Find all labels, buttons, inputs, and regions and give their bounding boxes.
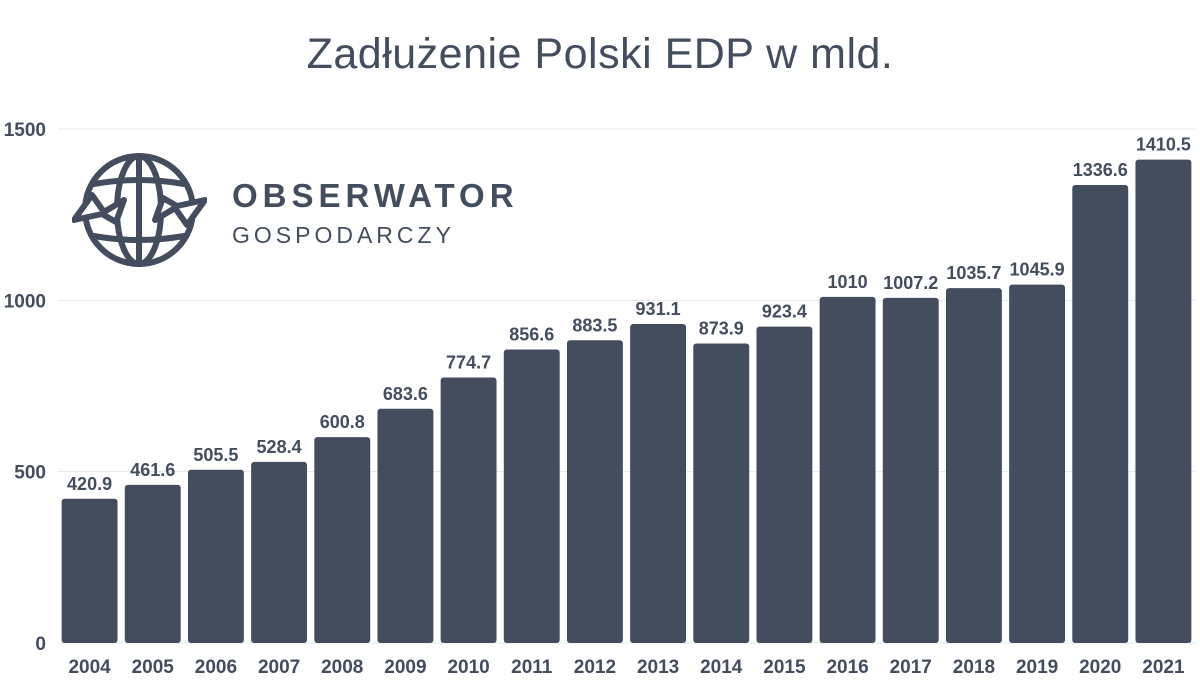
y-tick-label: 500 (14, 463, 46, 484)
bars (61, 159, 1192, 643)
x-tick-label: 2008 (321, 657, 363, 678)
x-tick-label: 2012 (574, 657, 616, 678)
bar-value-label: 856.6 (509, 324, 554, 344)
bar (566, 340, 623, 643)
logo-subtitle: GOSPODARCZY (232, 222, 455, 248)
x-axis-ticks: 2004 2005 2006 2007 2008 2009 2010 2011 2012 2013… (68, 657, 1185, 678)
bar-value-label: 931.1 (636, 299, 681, 319)
bar-value-label: 1035.7 (946, 263, 1001, 283)
bar-value-labels: 420.9 461.6 505.5 528.4 600.8 683.6 774.7 856.6… (67, 135, 1191, 494)
bar (1135, 159, 1192, 643)
x-tick-label: 2013 (637, 657, 679, 678)
bar (61, 498, 118, 643)
bar (945, 288, 1002, 643)
bar (440, 377, 497, 643)
bar-value-label: 1410.5 (1136, 135, 1191, 155)
bar-value-label: 774.7 (446, 353, 491, 373)
bar (377, 408, 434, 643)
bar-value-label: 420.9 (67, 474, 112, 494)
bar-value-label: 528.4 (257, 437, 302, 457)
bar-value-label: 683.6 (383, 384, 428, 404)
obserwator-logo: OBSERWATOR GOSPODARCZY (72, 150, 532, 275)
bar-value-label: 1336.6 (1073, 160, 1128, 180)
y-tick-label: 0 (35, 634, 46, 655)
x-tick-label: 2018 (953, 657, 995, 678)
x-tick-label: 2010 (447, 657, 489, 678)
bar-value-label: 600.8 (320, 412, 365, 432)
x-tick-label: 2006 (195, 657, 237, 678)
bar-value-label: 461.6 (130, 460, 175, 480)
x-tick-label: 2004 (68, 657, 111, 678)
bar (693, 343, 750, 643)
x-tick-label: 2021 (1142, 657, 1185, 678)
chart-title: Zadłużenie Polski EDP w mld. (306, 30, 894, 78)
gridlines (58, 128, 1195, 644)
x-tick-label: 2017 (890, 657, 932, 678)
x-tick-label: 2014 (700, 657, 743, 678)
bar-value-label: 883.5 (572, 315, 617, 335)
bar-value-label: 1045.9 (1010, 260, 1065, 280)
x-tick-label: 2007 (258, 657, 300, 678)
bar (187, 469, 244, 643)
bar (882, 297, 939, 643)
bar (314, 437, 371, 643)
bar (756, 326, 813, 643)
x-tick-label: 2011 (511, 657, 553, 678)
logo-name: OBSERWATOR (232, 177, 519, 214)
bar-value-label: 923.4 (762, 302, 807, 322)
bar (630, 323, 687, 643)
globe-with-arrows-icon (72, 153, 207, 267)
bar-value-label: 505.5 (193, 445, 238, 465)
bar-value-label: 873.9 (699, 319, 744, 339)
y-tick-label: 1500 (4, 120, 46, 141)
x-tick-label: 2019 (1016, 657, 1058, 678)
x-tick-label: 2016 (826, 657, 868, 678)
y-axis-ticks: 0 500 1000 1500 (4, 120, 46, 655)
bar (819, 296, 876, 643)
bar (1072, 184, 1129, 643)
y-tick-label: 1000 (4, 291, 46, 312)
bar (1009, 284, 1066, 643)
bar-value-label: 1010 (828, 272, 868, 292)
bar (503, 349, 560, 643)
x-tick-label: 2020 (1079, 657, 1121, 678)
x-tick-label: 2015 (763, 657, 806, 678)
x-tick-label: 2005 (132, 657, 175, 678)
x-tick-label: 2009 (384, 657, 426, 678)
bar-value-label: 1007.2 (883, 273, 938, 293)
bar (251, 461, 308, 643)
bar (124, 484, 181, 643)
